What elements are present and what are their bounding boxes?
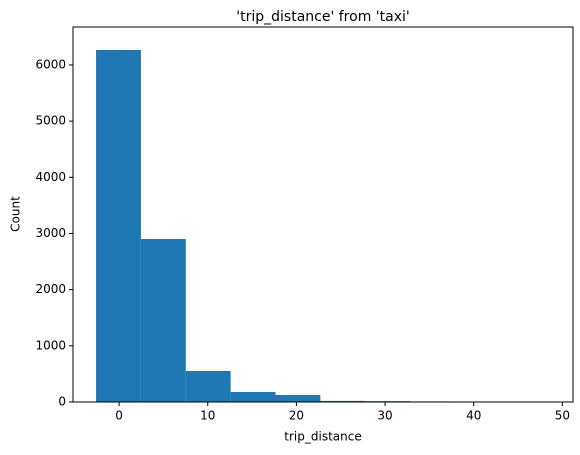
bar — [185, 370, 231, 402]
bar — [320, 400, 366, 402]
y-tick-label: 6000 — [35, 57, 66, 71]
bar — [230, 392, 276, 402]
y-tick-label: 0 — [58, 395, 66, 409]
x-tick-label: 50 — [555, 409, 570, 423]
chart-title: 'trip_distance' from 'taxi' — [236, 9, 409, 25]
plot-frame — [72, 26, 574, 403]
bar — [96, 49, 141, 402]
bar — [275, 394, 321, 402]
y-tick-label: 3000 — [35, 226, 66, 240]
y-tick-label: 5000 — [35, 114, 66, 128]
x-tick-label: 20 — [289, 409, 304, 423]
y-tick-label: 4000 — [35, 170, 66, 184]
y-tick-label: 1000 — [35, 338, 66, 352]
y-axis-label: Count — [9, 196, 23, 232]
x-axis-label: trip_distance — [284, 430, 361, 444]
x-tick-label: 10 — [200, 409, 215, 423]
bar — [140, 238, 186, 402]
y-tick-label: 2000 — [35, 282, 66, 296]
x-tick-label: 0 — [115, 409, 123, 423]
x-tick-label: 40 — [466, 409, 481, 423]
x-tick-label: 30 — [377, 409, 392, 423]
